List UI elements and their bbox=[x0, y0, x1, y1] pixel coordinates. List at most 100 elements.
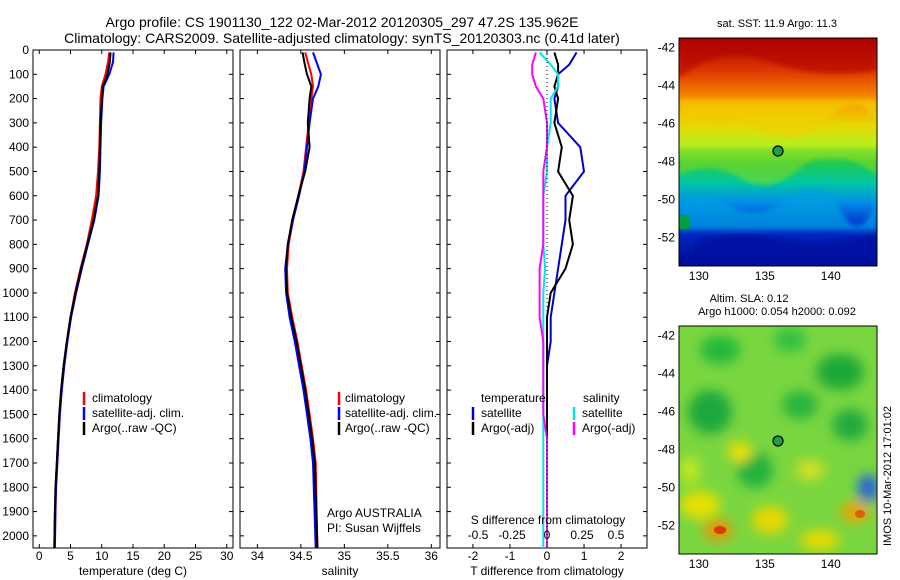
s-tick-label: 0.5 bbox=[608, 528, 625, 542]
legend-label-satellite: satellite-adj. clim. bbox=[345, 406, 437, 420]
y-tick-label: 500 bbox=[9, 164, 29, 178]
y-tick-label: 1300 bbox=[2, 359, 29, 373]
y-tick-label: 1000 bbox=[2, 286, 29, 300]
s-tick-label: -0.25 bbox=[498, 528, 526, 542]
y-tick-label: 900 bbox=[9, 262, 29, 276]
series-line-t-satellite bbox=[546, 51, 586, 548]
axis-ticks: 0100200300400500600700800900100011001200… bbox=[2, 41, 841, 572]
x-tick-label: 35 bbox=[338, 549, 352, 563]
x-tick-label: 2 bbox=[618, 549, 625, 563]
y-tick-label: 600 bbox=[9, 189, 29, 203]
map-y-tick-label: -48 bbox=[658, 155, 676, 169]
s-tick-label: -0.5 bbox=[468, 528, 489, 542]
legend-label-t-argo: Argo(-adj) bbox=[481, 421, 534, 435]
salinity-panel bbox=[239, 49, 441, 549]
map-x-tick-label: 140 bbox=[821, 269, 841, 283]
x-tick-label: 35.5 bbox=[376, 549, 400, 563]
legend-label-t-satellite: satellite bbox=[481, 406, 522, 420]
salinity-xlabel: salinity bbox=[322, 564, 359, 578]
map-y-tick-label: -42 bbox=[658, 329, 676, 343]
x-tick-label: 0 bbox=[544, 549, 551, 563]
temperature-xlabel: temperature (deg C) bbox=[79, 564, 187, 578]
legend-label-s-satellite: satellite bbox=[582, 406, 623, 420]
y-tick-label: 300 bbox=[9, 116, 29, 130]
y-tick-label: 1100 bbox=[3, 310, 29, 324]
sst-map-argo-marker bbox=[772, 145, 784, 157]
map-y-tick-label: -46 bbox=[658, 117, 676, 131]
argo-institution: Argo AUSTRALIA bbox=[327, 506, 422, 520]
legend-header-temperature: temperature bbox=[481, 391, 546, 405]
series-line-argo-raw-qc- bbox=[53, 52, 112, 549]
temperature-panel bbox=[32, 49, 234, 549]
map-y-tick-label: -48 bbox=[658, 443, 676, 457]
y-tick-label: 1500 bbox=[2, 407, 29, 421]
x-tick-label: 34 bbox=[251, 549, 265, 563]
y-tick-label: 1600 bbox=[2, 432, 29, 446]
x-tick-label: 10 bbox=[95, 549, 109, 563]
x-tick-label: 34.5 bbox=[289, 549, 313, 563]
map-x-tick-label: 130 bbox=[689, 269, 709, 283]
figure-title-line2: Climatology: CARS2009. Satellite-adjuste… bbox=[64, 30, 620, 46]
x-tick-label: 36 bbox=[425, 549, 439, 563]
y-tick-label: 200 bbox=[9, 92, 29, 106]
y-tick-label: 800 bbox=[9, 237, 29, 251]
s-tick-label: 0.25 bbox=[570, 528, 594, 542]
profile-lines bbox=[53, 51, 586, 549]
y-tick-label: 700 bbox=[9, 213, 29, 227]
sla-map-title-line2: Argo h1000: 0.054 h2000: 0.092 bbox=[698, 306, 856, 318]
map-y-tick-label: -50 bbox=[658, 481, 676, 495]
y-tick-label: 1700 bbox=[2, 456, 29, 470]
temperature-legend: climatology satellite-adj. clim. Argo(..… bbox=[82, 391, 184, 435]
x-tick-label: -1 bbox=[505, 549, 516, 563]
series-line-s-argo-adj- bbox=[531, 52, 548, 548]
x-tick-label: -2 bbox=[468, 549, 479, 563]
y-tick-label: 1900 bbox=[2, 505, 29, 519]
x-tick-label: 5 bbox=[67, 549, 74, 563]
imos-timestamp: IMOS 10-Mar-2012 17:01:02 bbox=[882, 406, 894, 546]
map-y-tick-label: -42 bbox=[658, 41, 676, 55]
figure-title-line1: Argo profile: CS 1901130_122 02-Mar-2012… bbox=[106, 14, 579, 30]
difference-xlabel: T difference from climatology bbox=[470, 564, 624, 578]
x-tick-label: 0 bbox=[36, 549, 43, 563]
legend-label-argo: Argo(..raw -QC) bbox=[345, 421, 430, 435]
map-x-tick-label: 135 bbox=[755, 269, 775, 283]
map-x-tick-label: 130 bbox=[689, 557, 709, 571]
argo-pi: PI: Susan Wijffels bbox=[327, 521, 421, 535]
series-line-argo-raw-qc- bbox=[285, 52, 319, 549]
map-y-tick-label: -44 bbox=[658, 367, 676, 381]
map-y-tick-label: -52 bbox=[658, 231, 676, 245]
x-tick-label: 1 bbox=[581, 549, 588, 563]
difference-legend: temperature salinity satellite Argo(-adj… bbox=[471, 391, 635, 435]
map-y-tick-label: -46 bbox=[658, 405, 676, 419]
legend-label-s-argo: Argo(-adj) bbox=[582, 421, 635, 435]
sst-map-title: sat. SST: 11.9 Argo: 11.3 bbox=[717, 18, 837, 30]
legend-header-salinity: salinity bbox=[583, 391, 620, 405]
y-tick-label: 0 bbox=[22, 43, 29, 57]
sla-map-frame bbox=[678, 325, 878, 555]
sla-map-title-line1: Altim. SLA: 0.12 bbox=[710, 293, 789, 305]
y-tick-label: 2000 bbox=[2, 529, 29, 543]
difference-xlabel-top: S difference from climatology bbox=[471, 513, 626, 527]
map-y-tick-label: -52 bbox=[658, 519, 676, 533]
sla-map-argo-marker bbox=[772, 435, 784, 447]
x-tick-label: 20 bbox=[158, 549, 172, 563]
legend-label-argo: Argo(..raw -QC) bbox=[92, 421, 177, 435]
salinity-legend: climatology satellite-adj. clim. Argo(..… bbox=[337, 391, 437, 435]
legend-label-satellite: satellite-adj. clim. bbox=[92, 406, 184, 420]
series-line-satellite-adj-clim- bbox=[53, 52, 115, 549]
y-tick-label: 1800 bbox=[2, 480, 29, 494]
map-x-tick-label: 140 bbox=[821, 557, 841, 571]
y-tick-label: 1200 bbox=[2, 335, 29, 349]
map-y-tick-label: -44 bbox=[658, 79, 676, 93]
x-tick-label: 30 bbox=[220, 549, 234, 563]
map-x-tick-label: 135 bbox=[755, 557, 775, 571]
x-tick-label: 25 bbox=[189, 549, 203, 563]
legend-label-climatology: climatology bbox=[92, 391, 152, 405]
y-tick-label: 1400 bbox=[2, 383, 29, 397]
y-tick-label: 100 bbox=[9, 67, 29, 81]
s-tick-label: 0 bbox=[544, 528, 551, 542]
sst-map-frame bbox=[678, 37, 878, 267]
y-tick-label: 400 bbox=[9, 140, 29, 154]
legend-label-climatology: climatology bbox=[345, 391, 405, 405]
